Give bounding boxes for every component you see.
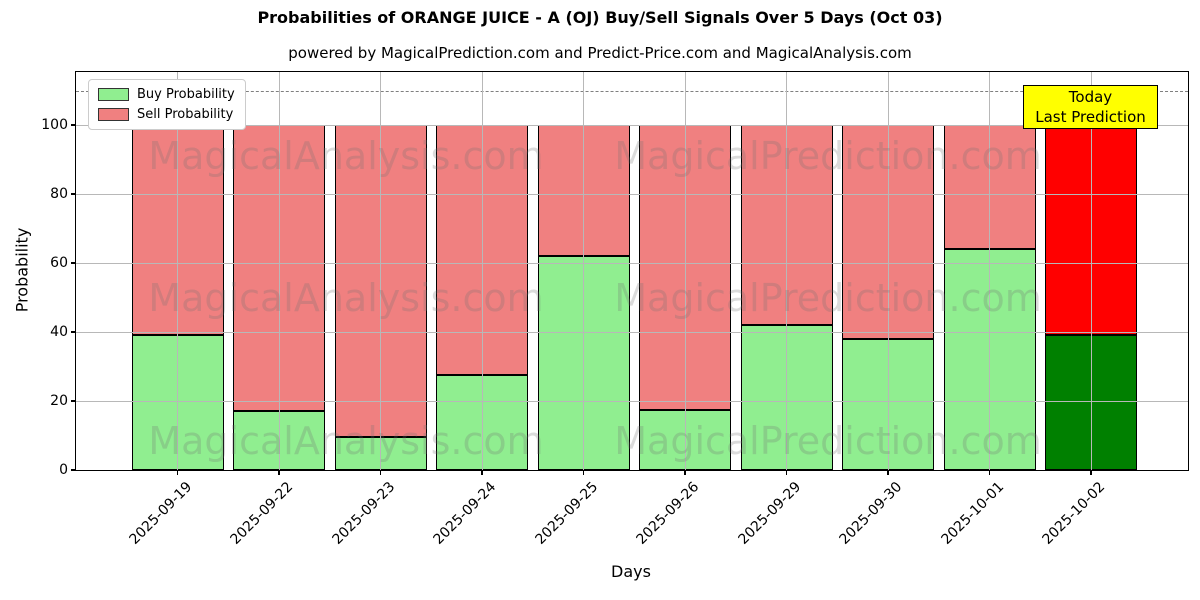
x-gridline (177, 72, 178, 470)
x-gridline (583, 72, 584, 470)
legend-label-sell: Sell Probability (137, 107, 234, 122)
x-tick-label: 2025-10-02 (1039, 479, 1109, 548)
x-tick-label: 2025-09-26 (633, 479, 703, 548)
today-annotation-box: Today Last Prediction (1023, 85, 1158, 129)
y-tick-mark (71, 124, 76, 126)
x-tick-mark (1090, 470, 1092, 475)
y-tick-label: 60 (50, 255, 68, 271)
y-tick-label: 0 (59, 462, 68, 478)
y-tick-mark (71, 331, 76, 333)
y-tick-label: 40 (50, 324, 68, 340)
x-tick-label: 2025-09-30 (836, 479, 906, 548)
annotation-line1: Today (1068, 88, 1113, 106)
x-tick-mark (481, 470, 483, 475)
x-gridline (786, 72, 787, 470)
legend: Buy Probability Sell Probability (88, 79, 246, 130)
x-gridline (278, 72, 280, 470)
sell-swatch-icon (98, 108, 129, 121)
x-tick-mark (582, 470, 585, 475)
y-tick-label: 20 (50, 393, 68, 409)
x-tick-label: 2025-10-01 (937, 479, 1007, 548)
y-gridline (76, 400, 1188, 402)
x-tick-mark (176, 470, 179, 475)
y-tick-label: 100 (41, 117, 68, 133)
y-tick-mark (71, 400, 76, 402)
buy-swatch-icon (98, 88, 129, 101)
y-gridline (76, 193, 1188, 195)
x-tick-mark (278, 470, 280, 475)
legend-item-sell: Sell Probability (98, 107, 235, 122)
y-tick-label: 80 (50, 186, 68, 202)
x-tick-mark (785, 470, 788, 475)
chart-subtitle: powered by MagicalPrediction.com and Pre… (288, 44, 912, 62)
annotation-line2: Last Prediction (1035, 108, 1146, 126)
y-axis-title: Probability (12, 227, 32, 313)
x-gridline (887, 72, 889, 470)
x-tick-label: 2025-09-22 (227, 479, 297, 548)
legend-item-buy: Buy Probability (98, 87, 235, 102)
y-gridline (76, 331, 1188, 333)
y-tick-mark (71, 193, 76, 195)
x-gridline (380, 72, 381, 470)
x-tick-label: 2025-09-19 (125, 479, 195, 548)
dashed-threshold-line (76, 90, 1188, 92)
y-tick-mark (71, 262, 76, 264)
x-tick-mark (684, 470, 686, 475)
x-gridline (989, 72, 990, 470)
x-gridline (684, 72, 686, 470)
x-gridline (481, 72, 483, 470)
x-tick-mark (887, 470, 889, 475)
plot-area: 0 20 40 60 80 100 MagicalAnalysis.com MagicalPr… (41, 71, 1189, 548)
x-tick-mark (379, 470, 382, 475)
x-tick-label: 2025-09-24 (430, 479, 500, 548)
x-gridline (1090, 72, 1092, 470)
x-tick-label: 2025-09-25 (531, 479, 601, 548)
x-tick-label: 2025-09-29 (734, 479, 804, 548)
y-gridline (76, 124, 1188, 126)
chart-title: Probabilities of ORANGE JUICE - A (OJ) B… (257, 8, 943, 27)
legend-label-buy: Buy Probability (137, 87, 235, 102)
x-tick-mark (988, 470, 991, 475)
x-tick-label: 2025-09-23 (328, 479, 398, 548)
y-tick-mark (71, 469, 76, 471)
x-axis-title: Days (611, 562, 651, 581)
y-gridline (76, 262, 1188, 264)
